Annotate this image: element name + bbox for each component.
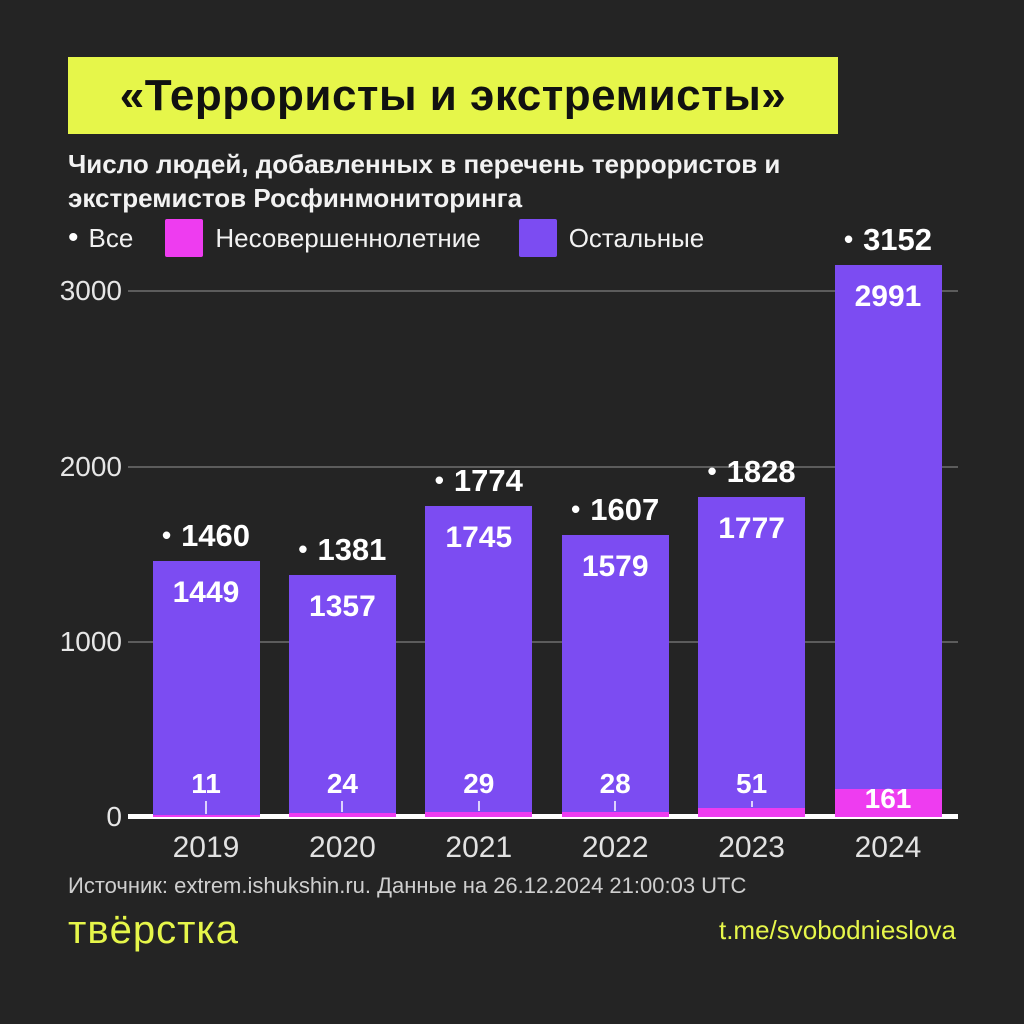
- bar-2019-minors-value: 11: [191, 768, 221, 799]
- x-label-2019: 2019: [172, 831, 240, 864]
- bar-2020-minors-value: 24: [326, 768, 358, 799]
- bullet-icon: •: [161, 520, 172, 551]
- bar-2019-total-value: 1460: [181, 518, 251, 554]
- bar-2020-segment-others: [288, 575, 396, 813]
- bar-2020-total-label: • 1381: [252, 532, 432, 567]
- title-banner: «Террористы и экстремисты»: [68, 57, 838, 134]
- minors-leader-line: [614, 801, 617, 812]
- bullet-icon: •: [707, 455, 717, 486]
- bar-2022-segment-others: [561, 535, 669, 813]
- bar-2024-segment-minors: [834, 788, 942, 817]
- bar-2020-total-value: 1381: [317, 532, 387, 568]
- bar-2021-segment-minors: [425, 811, 533, 817]
- bar-2022-others-value: 1579: [581, 550, 649, 584]
- x-label-2021: 2021: [445, 831, 513, 864]
- bar-2023-others-value: 1777: [718, 511, 785, 545]
- bar-2022-minors-value: 28: [599, 768, 631, 799]
- bar-chart-plot-area: 0 1000 2000 3000 1449 • 1460 11 2019 1357 • 1381 24 2…: [60, 222, 958, 864]
- minors-leader-line: [477, 801, 480, 811]
- minors-leader-line: [341, 801, 344, 812]
- legend-label-others: Остальные: [568, 222, 705, 253]
- gridline-1000: [128, 640, 958, 643]
- bar-2019-segment-others: [152, 561, 260, 816]
- bar-2024-total-label: • 3152: [798, 222, 978, 257]
- y-tick-3000: 3000: [59, 275, 122, 307]
- bar-2023-segment-minors: [698, 808, 806, 817]
- gridline-2000: [128, 465, 958, 468]
- x-label-2020: 2020: [309, 831, 376, 864]
- y-tick-0: 0: [106, 801, 122, 832]
- bar-2020-others-value: 1357: [309, 590, 376, 624]
- bar-2021-minors-value: 29: [463, 768, 495, 799]
- bullet-icon: •: [571, 494, 581, 525]
- bullet-icon: •: [68, 221, 79, 254]
- source-note: Источник: extrem.ishukshin.ru. Данные на…: [68, 873, 747, 898]
- bar-2020-segment-minors: [288, 812, 396, 817]
- y-tick-1000: 1000: [59, 625, 122, 657]
- bar-2024-others-value: 2991: [854, 279, 922, 313]
- bullet-icon: •: [298, 534, 308, 565]
- bar-2022-total-label: • 1607: [525, 492, 705, 527]
- bullet-icon: •: [843, 223, 854, 254]
- x-label-2024: 2024: [854, 831, 922, 864]
- minors-leader-line: [205, 801, 207, 815]
- legend-label-all: Все: [88, 222, 134, 253]
- x-label-2023: 2023: [718, 831, 785, 864]
- bar-2023-total-value: 1828: [726, 453, 796, 489]
- bar-2021-others-value: 1745: [445, 521, 513, 555]
- verstka-logo: твёрстка: [68, 908, 240, 952]
- bar-2024-segment-others: [834, 264, 942, 789]
- legend-swatch-others: [518, 219, 557, 257]
- chart-subtitle: Число людей, добавленных в перечень терр…: [68, 149, 781, 213]
- legend-label-minors: Несовершеннолетние: [215, 222, 481, 253]
- x-axis-line: [128, 814, 958, 819]
- page-title: «Террористы и экстремисты»: [119, 70, 787, 120]
- bar-2024-minors-value: 161: [864, 783, 912, 814]
- bar-2019-segment-minors: [152, 815, 260, 817]
- bar-2021-total-label: • 1774: [389, 463, 569, 498]
- bullet-icon: •: [434, 465, 444, 496]
- x-label-2022: 2022: [581, 831, 649, 864]
- bar-2024-total-value: 3152: [863, 221, 933, 257]
- telegram-link[interactable]: t.me/svobodnieslova: [718, 915, 956, 945]
- gridline-3000: [128, 290, 958, 293]
- bar-2022-total-value: 1607: [590, 492, 660, 528]
- bar-2023-minors-value: 51: [736, 768, 768, 799]
- bar-2019-total-label: • 1460: [116, 518, 296, 553]
- minors-leader-line: [750, 801, 753, 808]
- y-tick-2000: 2000: [59, 450, 122, 482]
- legend-swatch-minors: [165, 219, 204, 257]
- bar-2022-segment-minors: [561, 812, 669, 817]
- chart-legend: • Все Несовершеннолетние Остальные: [68, 218, 704, 258]
- bar-2019-others-value: 1449: [172, 576, 240, 610]
- bar-2023-total-label: • 1828: [662, 454, 842, 489]
- bar-2021-total-value: 1774: [453, 463, 523, 499]
- bar-2021-segment-others: [425, 506, 533, 812]
- bar-2023-segment-others: [698, 496, 806, 809]
